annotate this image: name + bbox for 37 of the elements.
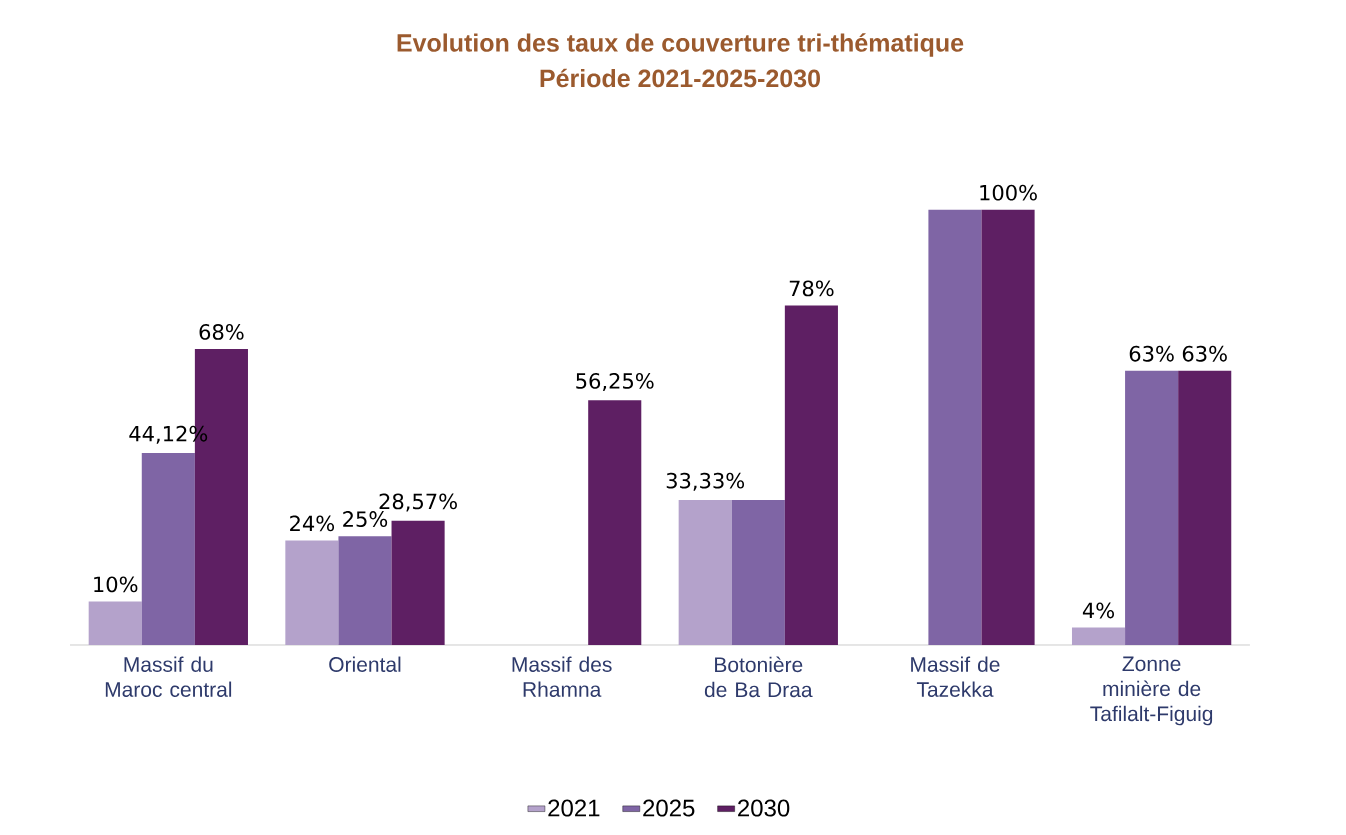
x-tick-label: Massif des Rhamna [512,656,612,697]
legend-label: 2021 [548,799,600,817]
bar [1071,627,1126,645]
data-label: 56,25% [576,372,654,392]
chart-subtitle: Période 2021-2025-2030 [540,68,820,88]
data-label: 63% [1182,345,1227,362]
bar [588,400,642,645]
bar [88,601,142,645]
x-tick-label: Massif de Tazekka [911,656,1000,697]
bar [391,520,445,645]
data-label: 78% [789,280,834,297]
bar [338,536,392,645]
bar [928,209,982,645]
x-tick-label: Oriental [329,656,401,672]
x-tick-label: Massif du Maroc central [105,656,232,697]
data-label: 28,57% [379,493,457,512]
legend-label: 2025 [643,799,695,817]
data-label: 68% [199,323,244,340]
data-label: 25% [343,511,388,527]
bar [731,499,785,645]
bar [981,209,1035,645]
data-label: 100% [980,184,1037,201]
chart-title: Evolution des taux de couverture tri-thématique [397,33,964,57]
bar [784,305,838,645]
legend-label: 2030 [738,799,790,817]
bar [285,540,339,645]
bar [678,499,732,645]
x-tick-label: Zonne minière de Tafilalt-Figuig [1090,656,1213,726]
data-label: 63% [1129,345,1174,362]
data-label: 4% [1082,602,1115,619]
data-label: 33,33% [666,472,745,491]
bar [1178,370,1232,645]
bar [141,453,195,645]
bar [1125,370,1179,645]
data-label: 24% [290,515,335,532]
x-tick-label: Botonière de Ba Draa [704,656,813,698]
data-label: 10% [94,576,138,593]
